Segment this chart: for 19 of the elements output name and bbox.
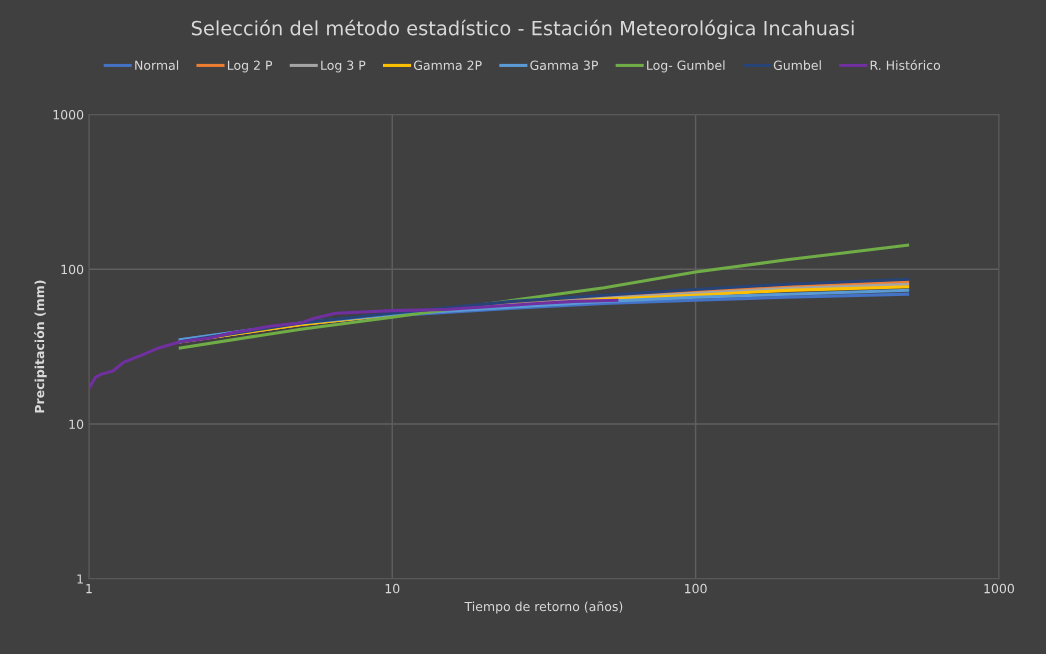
legend-label: R. Histórico <box>870 59 941 70</box>
y-tick-label: 1 <box>77 574 83 584</box>
x-axis-title: Tiempo de retorno (años) <box>464 601 623 614</box>
legend-label: Log 3 P <box>321 60 366 73</box>
x-tick-label: 1000 <box>984 583 1015 594</box>
chart-title: Selección del método estadístico - Estación Meteorológica Incahuasi <box>191 19 854 40</box>
legend-label: Log 2 P <box>227 60 273 73</box>
y-tick-label: 10 <box>69 419 84 429</box>
legend-label: Gamma 2P <box>413 60 482 70</box>
x-tick-label: 1 <box>86 584 92 594</box>
y-tick-label: 1000 <box>53 109 84 120</box>
x-tick-label: 100 <box>685 583 707 594</box>
legend-label: Gamma 3P <box>530 60 598 70</box>
x-tick-label: 10 <box>385 583 400 594</box>
legend-label: Log- Gumbel <box>647 60 725 73</box>
legend-label: Normal <box>135 60 179 70</box>
legend-label: Gumbel <box>773 60 821 70</box>
y-axis-title: Precipitación (mm) <box>34 280 47 413</box>
y-tick-label: 100 <box>61 264 84 275</box>
